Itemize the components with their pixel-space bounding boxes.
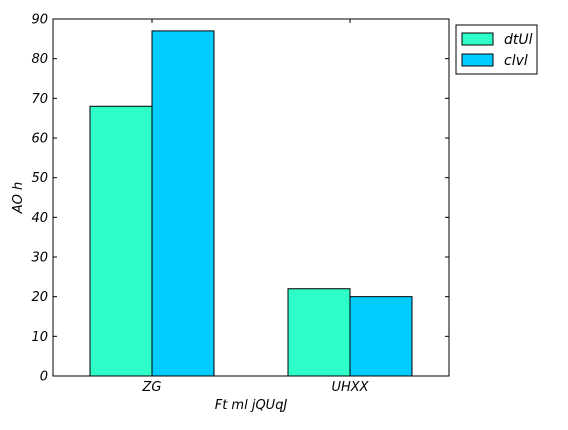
legend-label: clvl: [504, 53, 528, 69]
bars-layer: [89, 30, 413, 377]
legend-swatch: [461, 53, 494, 67]
y-tick-label: 90: [31, 13, 48, 28]
legend: dtUl clvl: [455, 24, 538, 75]
bar-clvl-uhxx: [349, 296, 413, 377]
y-tick-label: 0: [40, 370, 48, 385]
y-tick-label: 70: [31, 92, 48, 107]
legend-swatch: [461, 32, 494, 46]
y-tick-label: 30: [31, 251, 48, 266]
y-tick-label: 50: [31, 171, 48, 186]
x-tick-label: UHXX: [331, 380, 369, 395]
legend-label: dtUl: [504, 32, 533, 48]
y-tick-label: 10: [31, 330, 48, 345]
y-tick-label: 40: [31, 211, 48, 226]
y-tick-label: 80: [31, 52, 48, 67]
bar-dtul-uhxx: [287, 288, 351, 377]
y-tick-label: 20: [31, 290, 48, 305]
y-tick-label: 60: [31, 132, 48, 147]
x-axis-label: Ft ml jQUqJ: [215, 398, 288, 413]
bar-dtul-zg: [89, 105, 153, 377]
y-axis: 0 10 20 30 40 50 60 70 80 90: [31, 13, 449, 385]
plot-frame: [52, 18, 450, 377]
bar-clvl-zg: [151, 30, 215, 377]
x-tick-label: ZG: [142, 380, 162, 395]
y-axis-label: AO h: [11, 182, 26, 215]
x-axis: ZG UHXX: [142, 19, 370, 395]
